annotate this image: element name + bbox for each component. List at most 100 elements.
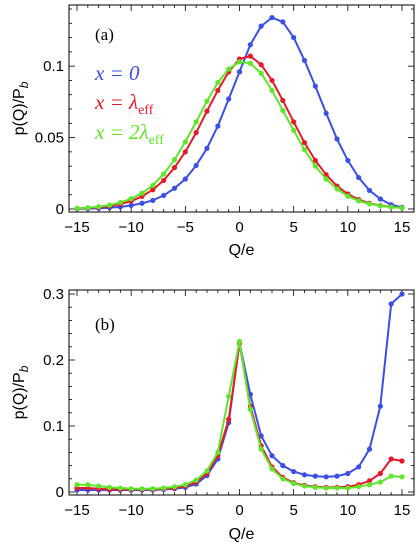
data-point-x2lambda bbox=[215, 79, 221, 86]
data-point-xlambda bbox=[388, 456, 394, 462]
y-tick-label: 0 bbox=[56, 201, 64, 218]
data-point-x0 bbox=[345, 157, 351, 164]
data-point-x0 bbox=[301, 472, 308, 478]
data-point-x0 bbox=[215, 123, 221, 129]
data-point-x2lambda bbox=[291, 480, 297, 487]
data-point-xlambda bbox=[247, 53, 253, 59]
data-point-x2lambda bbox=[345, 485, 351, 491]
data-point-xlambda bbox=[312, 157, 318, 164]
data-point-x2lambda bbox=[182, 139, 188, 145]
data-point-xlambda bbox=[215, 87, 221, 94]
panel-label: (b) bbox=[95, 315, 115, 334]
data-point-x2lambda bbox=[356, 484, 362, 490]
data-point-x2lambda bbox=[301, 147, 308, 153]
data-point-x0 bbox=[182, 176, 188, 182]
data-point-x2lambda bbox=[366, 482, 373, 488]
data-point-x2lambda bbox=[377, 203, 383, 209]
data-point-x0 bbox=[334, 473, 340, 479]
data-point-x0 bbox=[128, 202, 134, 209]
data-point-x2lambda bbox=[117, 199, 123, 206]
data-point-xlambda bbox=[171, 164, 178, 171]
data-point-x0 bbox=[193, 162, 199, 169]
data-point-x2lambda bbox=[280, 107, 286, 114]
x-tick-label: 0 bbox=[235, 219, 243, 236]
data-point-x2lambda bbox=[301, 483, 308, 489]
y-axis-title: p(Q)/Pb bbox=[11, 365, 31, 419]
y-tick-label: 0 bbox=[56, 484, 64, 501]
data-point-x0 bbox=[150, 197, 156, 204]
data-point-xlambda bbox=[161, 177, 167, 184]
series-line-x2lambda bbox=[77, 340, 403, 490]
data-point-x2lambda bbox=[388, 204, 394, 210]
data-point-x2lambda bbox=[204, 468, 210, 474]
data-point-xlambda bbox=[258, 62, 264, 68]
x-axis-title: Q/e bbox=[229, 242, 255, 259]
plot-frame bbox=[68, 289, 415, 496]
data-point-x2lambda bbox=[171, 157, 178, 163]
data-point-x0 bbox=[366, 446, 373, 452]
x-tick-label: −10 bbox=[118, 502, 143, 519]
data-point-x0 bbox=[204, 145, 210, 151]
data-point-x0 bbox=[236, 69, 243, 75]
x-tick-label: 10 bbox=[339, 219, 356, 236]
data-point-x2lambda bbox=[334, 186, 340, 192]
data-point-x2lambda bbox=[128, 196, 134, 202]
data-point-x2lambda bbox=[312, 163, 318, 169]
data-point-x2lambda bbox=[323, 485, 329, 491]
data-point-xlambda bbox=[301, 139, 308, 146]
data-point-x0 bbox=[356, 464, 362, 470]
data-point-x2lambda bbox=[312, 484, 318, 490]
data-point-x0 bbox=[269, 453, 275, 459]
data-point-x0 bbox=[269, 14, 275, 21]
data-point-x2lambda bbox=[280, 476, 286, 482]
data-point-x0 bbox=[388, 301, 394, 307]
data-point-x2lambda bbox=[399, 205, 405, 211]
data-point-xlambda bbox=[193, 129, 199, 136]
data-point-x2lambda bbox=[236, 59, 243, 65]
data-point-x0 bbox=[366, 187, 373, 194]
data-point-x2lambda bbox=[96, 483, 102, 489]
panel-a: −15 −10 −5 0 5 10 15 0 0.05 0.1 Q/e p(Q)/Pb (a) x = 0… bbox=[11, 4, 415, 259]
data-point-xlambda bbox=[226, 416, 232, 422]
data-point-x2lambda bbox=[334, 485, 340, 491]
data-point-x2lambda bbox=[247, 60, 253, 66]
panel-b: −15 −10 −5 0 5 10 15 0 0.1 0.2 0.3 Q/e p(Q)/Pb (b) bbox=[11, 286, 415, 543]
x-tick-label: −10 bbox=[118, 219, 143, 236]
data-point-x2lambda bbox=[236, 338, 243, 345]
data-point-x0 bbox=[247, 42, 253, 48]
data-point-x2lambda bbox=[117, 485, 123, 491]
data-point-x2lambda bbox=[258, 446, 264, 452]
data-point-x2lambda bbox=[128, 486, 134, 492]
data-point-xlambda bbox=[399, 458, 405, 464]
data-point-xlambda bbox=[269, 77, 275, 84]
data-point-x0 bbox=[139, 200, 145, 206]
data-point-x2lambda bbox=[106, 202, 113, 208]
data-point-x2lambda bbox=[150, 486, 156, 492]
data-point-x2lambda bbox=[269, 466, 275, 472]
x-tick-label: −5 bbox=[177, 219, 194, 236]
data-point-x2lambda bbox=[291, 127, 297, 134]
data-point-x2lambda bbox=[193, 119, 199, 125]
y-tick-label: 0.3 bbox=[43, 286, 64, 303]
x-axis-title: Q/e bbox=[229, 526, 255, 543]
data-point-x2lambda bbox=[269, 87, 275, 94]
data-point-x0 bbox=[334, 136, 340, 142]
y-tick-label: 0.2 bbox=[43, 352, 64, 369]
data-point-x2lambda bbox=[171, 484, 178, 490]
data-point-x2lambda bbox=[204, 98, 210, 104]
legend-entry: x = 2λeff bbox=[94, 120, 164, 148]
data-point-x0 bbox=[356, 174, 362, 181]
series-line-xlambda bbox=[77, 342, 403, 491]
data-point-x2lambda bbox=[356, 198, 362, 204]
y-tick-label: 0.05 bbox=[35, 130, 64, 147]
panel-label: (a) bbox=[95, 25, 114, 44]
data-point-x2lambda bbox=[150, 182, 156, 189]
data-point-x0 bbox=[291, 34, 297, 41]
data-point-x0 bbox=[323, 110, 329, 116]
data-point-x0 bbox=[226, 96, 232, 102]
data-point-x0 bbox=[323, 474, 329, 480]
data-point-x0 bbox=[280, 463, 286, 469]
x-tick-label: 5 bbox=[289, 219, 297, 236]
x-tick-label: −5 bbox=[177, 502, 194, 519]
